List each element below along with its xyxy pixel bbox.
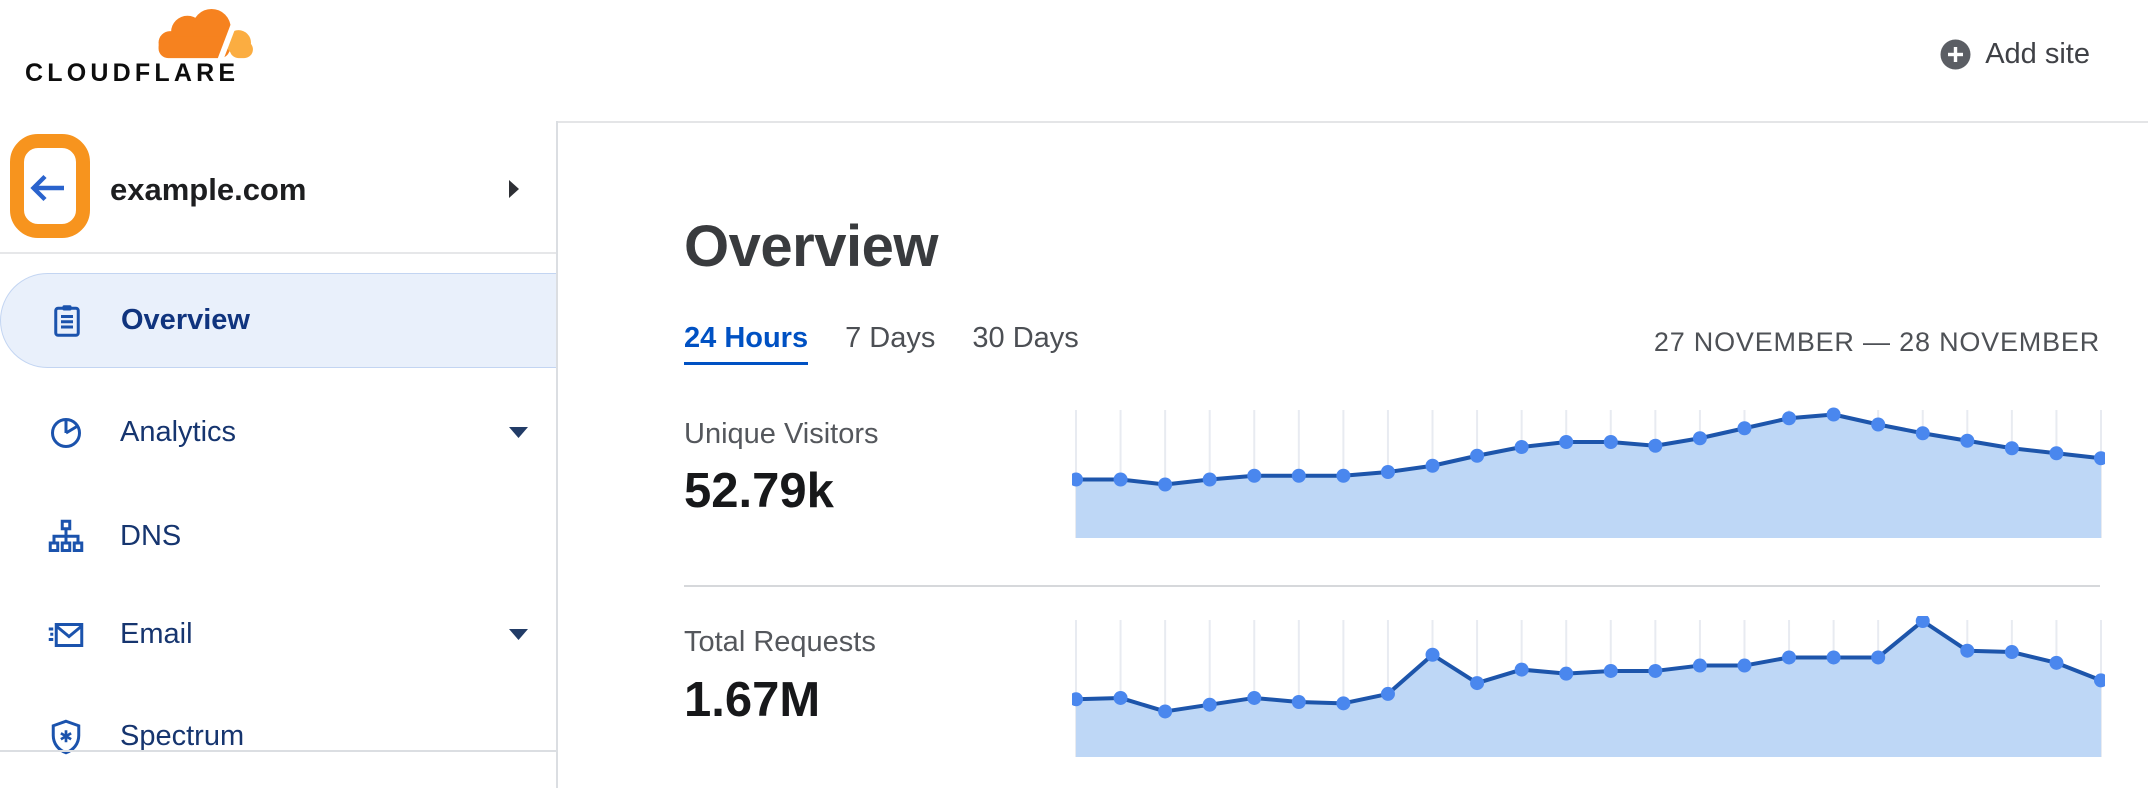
total-requests-value: 1.67M [684, 673, 821, 727]
cloudflare-logo: CLOUDFLARE [25, 6, 260, 90]
sidebar-item-spectrum[interactable]: Spectrum [0, 689, 556, 784]
pie-chart-icon [51, 417, 81, 448]
tab-7-days[interactable]: 7 Days [845, 322, 936, 354]
sidebar-item-label: DNS [120, 520, 182, 552]
cloudflare-cloud-icon [158, 8, 253, 60]
site-header: example.com [0, 121, 556, 254]
add-site-label: Add site [1985, 38, 2090, 70]
back-button[interactable] [25, 170, 69, 206]
page-title: Overview [684, 214, 938, 279]
sidebar-item-analytics[interactable]: Analytics [0, 385, 556, 480]
unique-visitors-chart [1069, 406, 2108, 538]
top-header: CLOUDFLARE Add site [0, 0, 2148, 123]
total-requests-label: Total Requests [684, 626, 876, 658]
tab-24-hours[interactable]: 24 Hours [684, 322, 809, 365]
sidebar-item-label: Email [120, 618, 193, 650]
back-arrow-icon [30, 174, 64, 202]
date-range-label: 27 NOVEMBER — 28 NOVEMBER [1653, 327, 2100, 357]
unique-visitors-value: 52.79k [684, 464, 834, 518]
sidebar-item-label: Overview [121, 304, 250, 336]
sidebar-item-label: Analytics [120, 416, 237, 448]
cloudflare-wordmark: CLOUDFLARE [25, 59, 240, 87]
unique-visitors-label: Unique Visitors [684, 418, 879, 450]
sidebar-item-label: Spectrum [120, 720, 245, 752]
add-site-button[interactable]: Add site [1940, 38, 2090, 71]
chevron-down-icon[interactable] [509, 427, 528, 438]
site-name: example.com [110, 172, 307, 207]
tab-30-days[interactable]: 30 Days [972, 322, 1079, 354]
chevron-right-icon[interactable] [508, 179, 520, 199]
sidebar-item-email[interactable]: Email [0, 587, 556, 682]
main-content: Overview 24 Hours 7 Days 30 Days 27 NOVE… [558, 121, 2148, 788]
total-requests-chart [1069, 614, 2108, 757]
envelope-icon [48, 622, 84, 647]
chevron-down-icon[interactable] [509, 629, 528, 640]
clipboard-icon [54, 304, 80, 337]
time-range-tabs: 24 Hours 7 Days 30 Days [684, 322, 1079, 365]
row-divider [684, 585, 2100, 587]
plus-circle-icon [1940, 39, 1971, 70]
shield-icon [51, 719, 81, 754]
sidebar-bottom-divider [0, 750, 556, 752]
sidebar-item-dns[interactable]: DNS [0, 489, 556, 584]
sidebar-item-overview[interactable]: Overview [0, 273, 556, 368]
sitemap-icon [48, 519, 84, 552]
sidebar: example.com Overview Analytics [0, 121, 558, 788]
